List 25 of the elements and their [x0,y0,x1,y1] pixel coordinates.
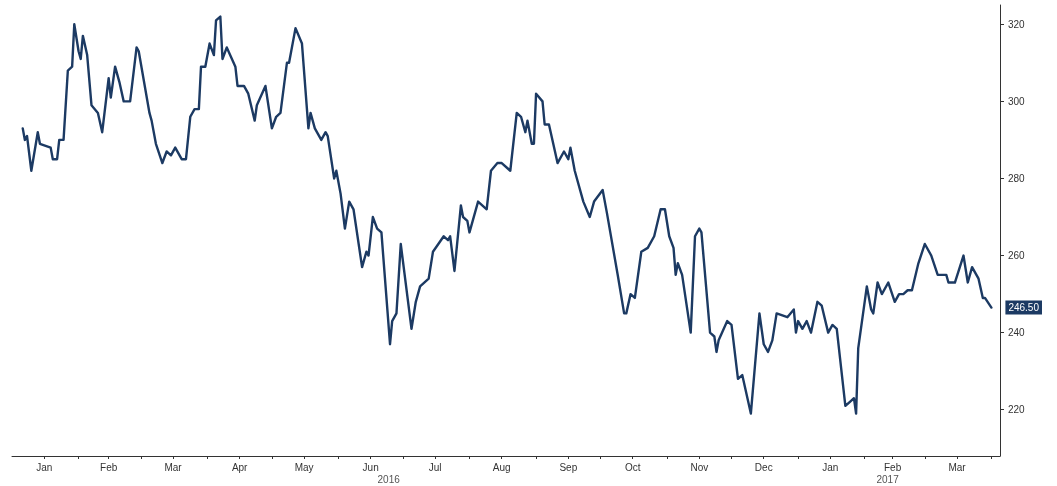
x-tick-label: Sep [559,461,578,473]
y-tick-label: 220 [1008,404,1026,416]
x-tick-label: Oct [624,461,641,473]
x-tick-label: May [294,461,314,473]
x-tick-label: Jun [362,461,379,473]
x-tick-label: Apr [231,461,249,473]
x-tick-label: Jul [428,461,442,473]
x-tick-label: Nov [690,461,709,473]
line-series [21,15,993,415]
y-tick-label: 280 [1008,172,1026,184]
text: 2017 [876,473,900,485]
x-tick-label: Aug [492,461,511,473]
text: 2016 [377,473,401,485]
y-tick-label: 320 [1008,18,1026,30]
x-tick-label: Feb [883,461,902,473]
x-tick-label: Dec [754,461,773,473]
x-tick-label: Jan [36,461,53,473]
x-tick-label: Feb [100,461,118,473]
y-tick-label: 300 [1008,95,1026,107]
y-tick-label: 240 [1008,327,1026,339]
data-label: 246.50 [1008,302,1040,314]
x-tick-label: Jan [822,461,839,473]
x-tick-label: Mar [164,461,183,473]
y-tick-label: 260 [1008,250,1026,262]
x-tick-label: Mar [948,461,967,473]
